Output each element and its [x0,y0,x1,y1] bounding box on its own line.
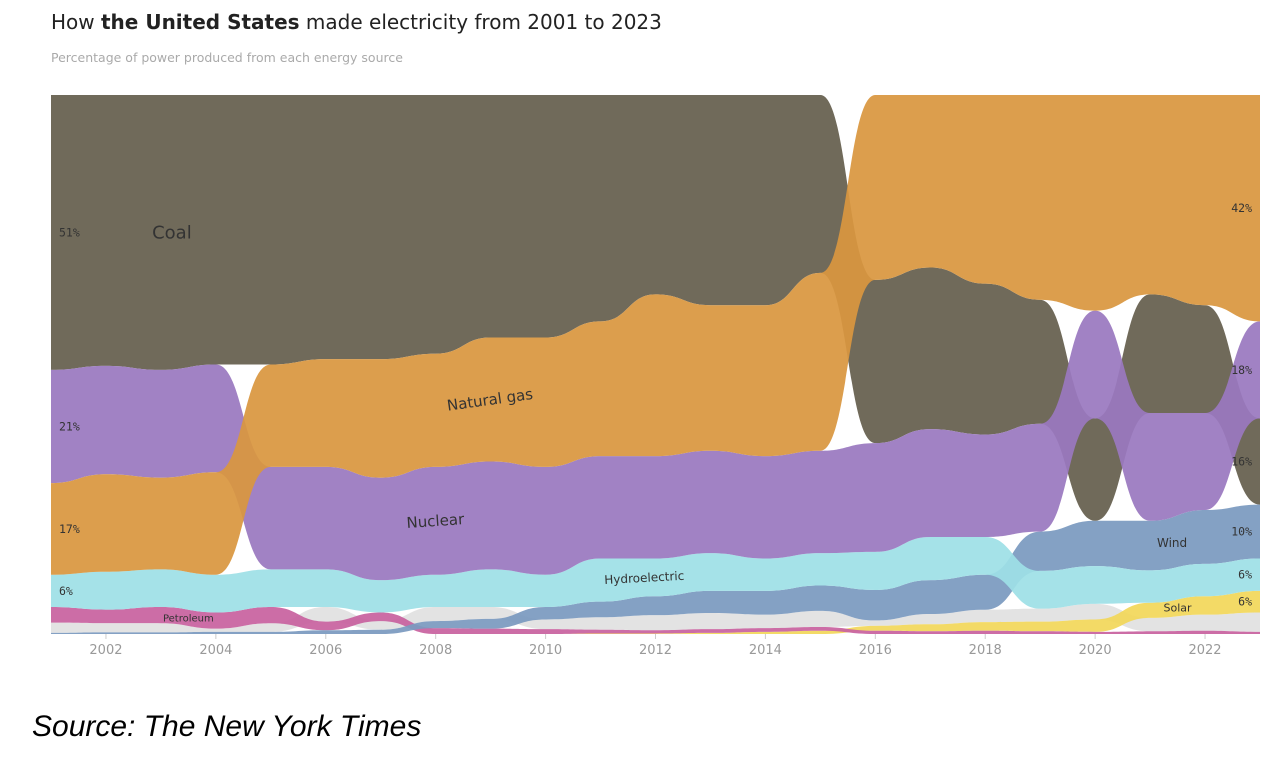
value-label: 21% [59,419,80,433]
series-label-solar: Solar [1164,602,1193,615]
value-label: 51% [59,225,80,239]
source-note: Source: The New York Times [32,710,422,743]
value-label: 6% [1238,595,1252,609]
x-tick-label: 2002 [89,643,122,658]
value-label: 18% [1231,363,1252,377]
x-tick-label: 2022 [1188,643,1221,658]
x-tick-label: 2010 [529,643,562,658]
series-label-petroleum: Petroleum [163,613,214,624]
x-tick-label: 2020 [1079,643,1112,658]
band-petroleum [51,607,1260,634]
value-label: 10% [1231,525,1252,539]
value-label: 17% [59,522,80,536]
chart-title: How the United States made electricity f… [51,10,662,34]
x-tick-label: 2008 [419,643,452,658]
x-tick-label: 2006 [309,643,342,658]
x-tick-label: 2014 [749,643,782,658]
band-wind [51,504,1260,634]
band-hydroelectric [51,536,1260,613]
value-label: 6% [1238,568,1252,582]
series-label-hydroelectric: Hydroelectric [604,569,685,587]
band-coal [51,95,1260,521]
x-tick-label: 2004 [199,643,232,658]
series-label-coal: Coal [152,222,192,243]
chart-subtitle: Percentage of power produced from each e… [51,50,403,65]
bump-area-chart: 2002 2004 2006 2008 2010 2012 2014 2016 2018 2020… [51,95,1260,658]
x-tick-label: 2016 [859,643,892,658]
x-tick-label: 2018 [969,643,1002,658]
chart-title-prefix: How [51,10,101,34]
value-label: 16% [1231,455,1252,469]
series-label-wind: Wind [1157,536,1187,550]
bands-layer [51,95,1260,634]
value-label: 42% [1231,201,1252,215]
chart-title-suffix: made electricity from 2001 to 2023 [299,10,662,34]
value-label: 6% [59,584,73,598]
band-natural-gas [51,95,1260,575]
x-axis: 2002 2004 2006 2008 2010 2012 2014 2016 2018 2020… [89,634,1222,658]
band-nuclear [51,310,1260,581]
chart-title-bold: the United States [101,10,300,34]
series-label-nuclear: Nuclear [406,510,466,532]
x-tick-label: 2012 [639,643,672,658]
